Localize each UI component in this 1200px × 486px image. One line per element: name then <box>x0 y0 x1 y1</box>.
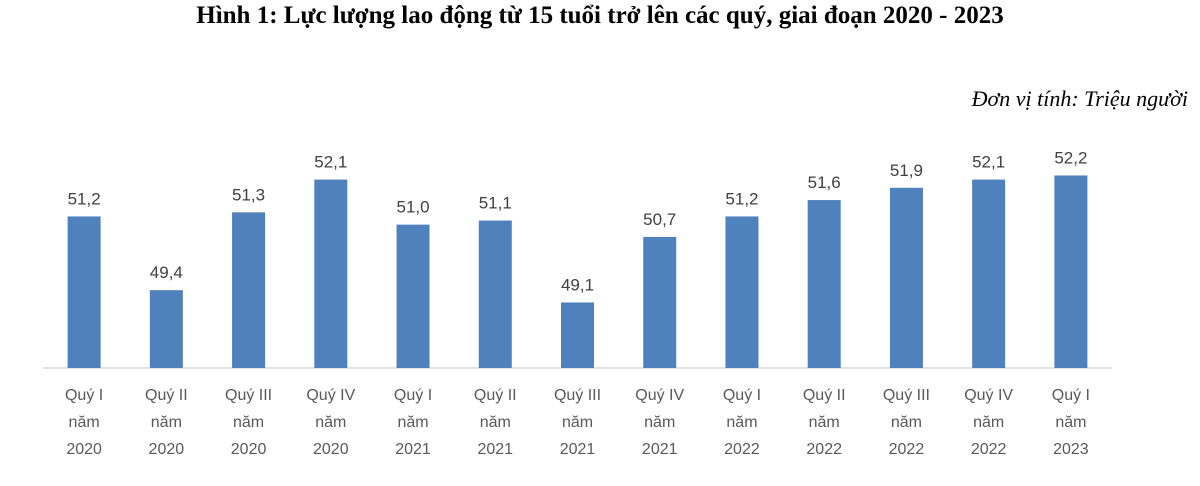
value-label-9: 51,6 <box>808 173 841 192</box>
bar-2 <box>232 212 265 368</box>
value-label-1: 49,4 <box>150 263 183 282</box>
tick-label-7: Quý IV năm 2021 <box>635 387 684 458</box>
bar-0 <box>68 216 101 368</box>
value-label-4: 51,0 <box>396 198 429 217</box>
tick-label-3: Quý IV năm 2020 <box>306 387 355 458</box>
tick-label-5: Quý II năm 2021 <box>474 387 517 458</box>
tick-label-2: Quý III năm 2020 <box>225 387 272 458</box>
bar-3 <box>314 180 347 368</box>
bar-10 <box>890 188 923 368</box>
tick-label-11: Quý IV năm 2022 <box>964 387 1013 458</box>
value-label-11: 52,1 <box>972 153 1005 172</box>
value-label-8: 51,2 <box>725 189 758 208</box>
bar-12 <box>1054 175 1087 368</box>
tick-label-6: Quý III năm 2021 <box>554 387 601 458</box>
value-labels-group: 51,2 49,4 51,3 52,1 51,0 51,1 49,1 50,7 51,2 51,6… <box>68 148 1088 294</box>
tick-label-9: Quý II năm 2022 <box>803 387 846 458</box>
value-label-3: 52,1 <box>314 153 347 172</box>
bar-4 <box>397 225 430 368</box>
bars-group <box>68 175 1088 368</box>
bar-6 <box>561 302 594 368</box>
bar-7 <box>643 237 676 368</box>
value-label-10: 51,9 <box>890 161 923 180</box>
value-label-12: 52,2 <box>1054 148 1087 167</box>
bar-11 <box>972 180 1005 368</box>
value-label-5: 51,1 <box>479 194 512 213</box>
value-label-2: 51,3 <box>232 185 265 204</box>
value-label-7: 50,7 <box>643 210 676 229</box>
value-label-6: 49,1 <box>561 275 594 294</box>
tick-label-10: Quý III năm 2022 <box>883 387 930 458</box>
bar-5 <box>479 221 512 368</box>
bar-8 <box>725 216 758 368</box>
bar-1 <box>150 290 183 368</box>
bar-9 <box>808 200 841 368</box>
value-label-0: 51,2 <box>68 189 101 208</box>
tick-label-1: Quý II năm 2020 <box>145 387 188 458</box>
